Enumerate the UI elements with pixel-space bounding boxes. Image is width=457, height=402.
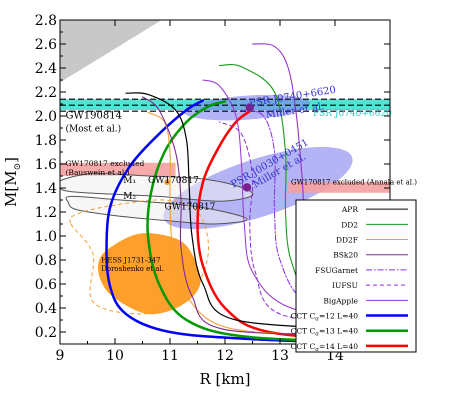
series-cct-c-12-l-40	[105, 99, 386, 344]
y-axis-title-sub: ⊙	[13, 163, 23, 171]
psr-j0030-dot	[242, 183, 252, 192]
series-iufsu	[219, 121, 385, 327]
y-tick-label: 0.4	[35, 301, 57, 317]
x-tick-label: 12	[216, 348, 234, 364]
psr-j0740-dot	[245, 103, 254, 112]
y-tick-label: 1.6	[35, 157, 57, 173]
legend-label-6: BigApple	[323, 296, 358, 305]
x-tick-label: 11	[161, 348, 179, 364]
y-tick-label: 0.6	[35, 277, 57, 293]
annotation-9: GW170817	[165, 203, 216, 213]
y-axis-title-close: ]	[2, 157, 20, 163]
gw-dot	[164, 179, 171, 185]
series-dd2f	[147, 111, 386, 335]
y-tick-label: 0.2	[35, 325, 57, 341]
series-extra-curve	[202, 79, 385, 321]
y-tick-label: 0.8	[35, 253, 57, 269]
shaded-regions	[60, 20, 390, 315]
series-apr	[125, 92, 386, 331]
legend-label-4: FSUGarnet	[315, 266, 358, 275]
annotation-2: (Most et al.)	[66, 124, 122, 135]
gw170817-annala	[288, 182, 390, 193]
gw-orange-dashed-contour	[69, 199, 210, 315]
annotation-7: M₂	[123, 192, 136, 202]
series-cct-c-14-l-40	[196, 109, 386, 343]
annotation-10: HESS J1731-347	[101, 256, 160, 264]
annotation-0: PSR J0740+6620	[313, 109, 392, 119]
y-tick-label: 2.0	[35, 109, 57, 125]
causality-region	[60, 20, 162, 83]
annotation-4: (Bauswein et al.)	[66, 168, 130, 177]
legend-box	[295, 199, 417, 353]
annotation-5: GW170817 excluded (Annala et al.)	[291, 178, 417, 186]
series-cct-c-13-l-40	[146, 100, 386, 344]
y-tick-label: 1.2	[35, 205, 57, 221]
y-axis-title: M[M⊙]	[2, 157, 23, 207]
series-bsk20	[141, 96, 386, 335]
legend-label-5: IUFSU	[332, 281, 358, 290]
svg-text:M[M⊙]: M[M⊙]	[2, 157, 23, 207]
annotation-1: GW190814	[66, 110, 122, 121]
axis-ticks: 9 10 11 12 13 140.20.40.60.81.01.21.41.61.82.…	[35, 13, 390, 364]
legend-label-9: CCT Cσ=14 L=40	[291, 342, 359, 353]
legend-label-3: BSk20	[333, 251, 358, 260]
legend-label-7: CCT Cσ=12 L=40	[291, 312, 359, 323]
y-tick-label: 1.8	[35, 133, 57, 149]
annotation-3: GW170817 excluded	[66, 159, 145, 168]
legend-label-0: APR	[341, 205, 358, 214]
legend-label-1: DD2	[341, 220, 358, 229]
y-tick-label: 1.0	[35, 229, 57, 245]
y-tick-label: 1.4	[35, 181, 57, 197]
annotation-8: GW170817	[148, 176, 199, 186]
y-tick-label: 2.4	[35, 61, 57, 77]
legend-label-2: DD2F	[336, 236, 358, 245]
y-axis-title-main: M[M	[2, 170, 20, 207]
hess-j1731-region	[97, 233, 201, 315]
x-tick-label: 10	[106, 348, 124, 364]
y-tick-label: 2.6	[35, 37, 57, 53]
x-tick-label: 9	[56, 348, 65, 364]
legend: APR DD2 DD2F BSk20 FSUGarnet IUFSU BigApple CCT…	[291, 199, 417, 353]
x-axis-title: R [km]	[199, 370, 250, 388]
y-tick-label: 2.8	[35, 13, 57, 29]
gw170817-bauswein	[60, 162, 176, 176]
y-tick-label: 2.2	[35, 85, 57, 101]
annotation-11: Doroshenko et al.	[101, 265, 164, 273]
legend-label-8: CCT Cσ=13 L=40	[291, 327, 359, 338]
annotation-6: M₁	[123, 176, 136, 186]
x-tick-label: 13	[271, 348, 289, 364]
